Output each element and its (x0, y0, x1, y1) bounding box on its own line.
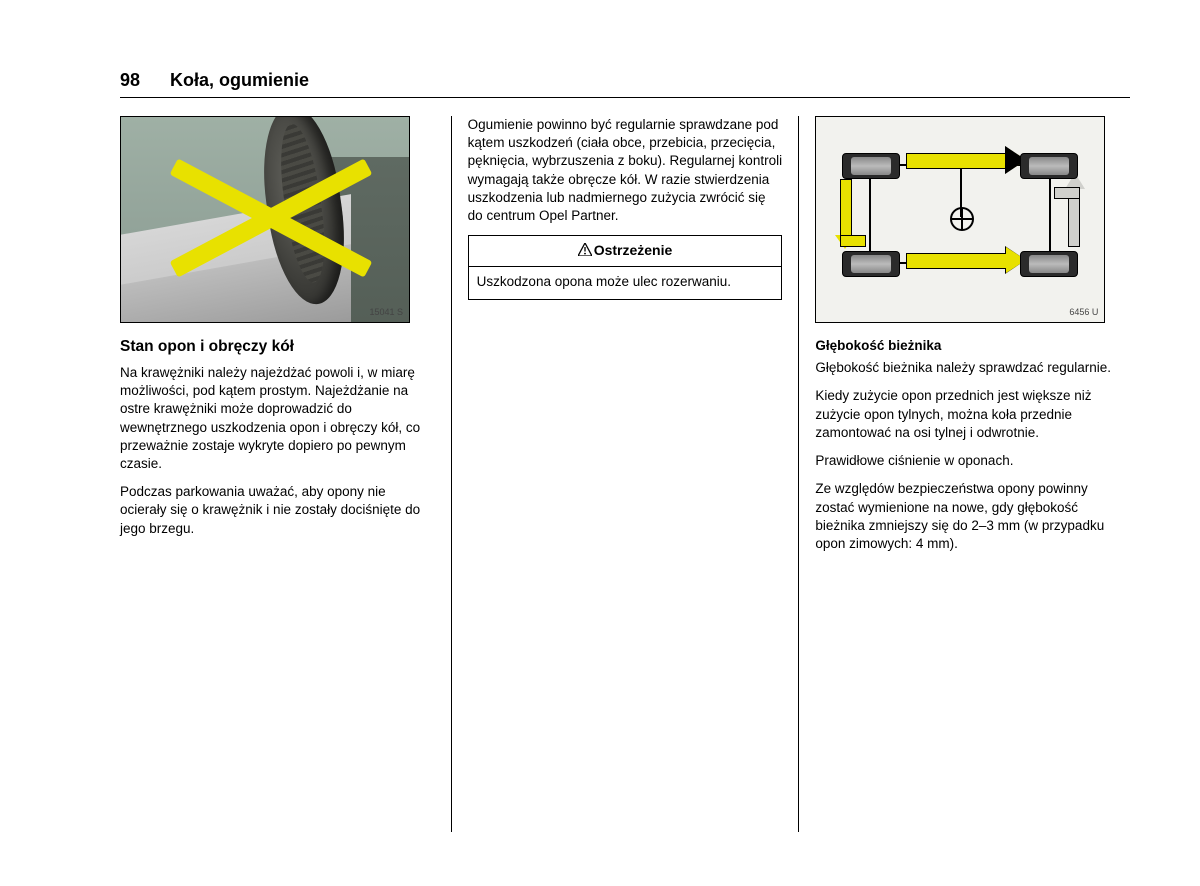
wheel-rear-left (842, 251, 900, 277)
figure-wheel-rotation: 6456 U (815, 116, 1105, 323)
wheel-rear-right (1020, 251, 1078, 277)
wheel-front-right (1020, 153, 1078, 179)
body-text: Prawidłowe ciśnienie w oponach. (815, 452, 1130, 470)
body-text: Ze względów bezpieczeństwa opony powinny… (815, 480, 1130, 553)
section-heading: Stan opon i obręczy kół (120, 337, 435, 358)
column-2: Ogumienie powinno być regularnie sprawdz… (452, 116, 800, 832)
warning-triangle-icon (578, 242, 592, 261)
warning-box: Ostrzeżenie Uszkodzona opona może ulec r… (468, 235, 783, 300)
page-header: 98 Koła, ogumienie (120, 70, 1130, 98)
page-number: 98 (120, 70, 140, 91)
body-text: Ogumienie powinno być regularnie sprawdz… (468, 116, 783, 225)
warning-title: Ostrzeżenie (594, 242, 673, 258)
column-1: 15041 S Stan opon i obręczy kół Na krawę… (120, 116, 452, 832)
figure-label: 6456 U (1069, 306, 1098, 318)
chassis-line (1049, 177, 1051, 253)
content-columns: 15041 S Stan opon i obręczy kół Na krawę… (120, 116, 1130, 832)
chapter-title: Koła, ogumienie (170, 70, 309, 91)
figure-curb-tire: 15041 S (120, 116, 410, 323)
subsection-heading: Głębokość bieżnika (815, 337, 1130, 355)
wheel-front-left (842, 153, 900, 179)
figure-label: 15041 S (369, 306, 403, 318)
body-text: Kiedy zużycie opon przednich jest większ… (815, 387, 1130, 442)
manual-page: 98 Koła, ogumienie 15041 S Stan opon i o… (0, 0, 1200, 886)
body-text: Podczas parkowania uważać, aby opony nie… (120, 483, 435, 538)
body-text: Głębokość bieżnika należy sprawdzać regu… (815, 359, 1130, 377)
column-3: 6456 U Głębokość bieżnika Głębokość bież… (799, 116, 1130, 832)
arrow-left-horizontal (840, 235, 866, 247)
chassis-line (869, 177, 871, 253)
arrow-right-horizontal (1054, 187, 1080, 199)
arrow-left-vertical (840, 179, 852, 239)
warning-head: Ostrzeżenie (469, 236, 782, 267)
body-text: Na krawężniki należy najeżdżać powoli i,… (120, 364, 435, 473)
warning-body: Uszkodzona opona może ulec rozerwaniu. (469, 267, 782, 299)
